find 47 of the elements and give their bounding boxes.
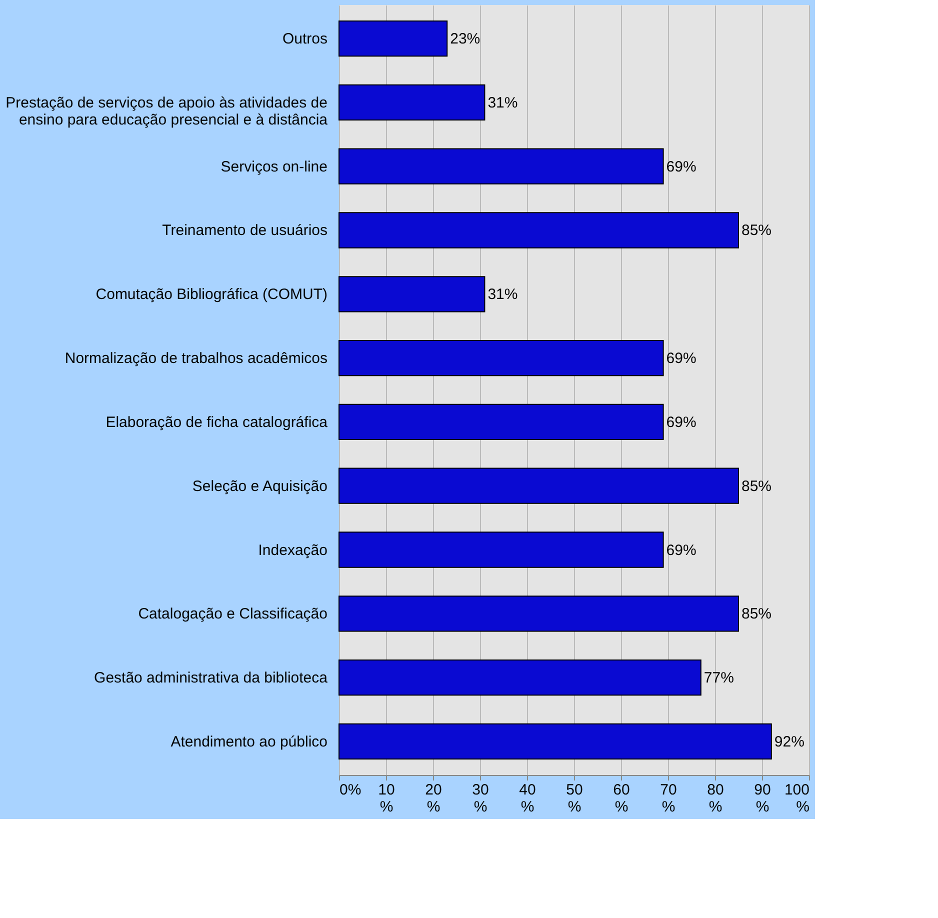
x-tick-label: 10%	[378, 782, 395, 816]
data-label: 69%	[666, 350, 696, 368]
bar	[338, 532, 664, 568]
bar	[338, 340, 664, 376]
bar	[338, 84, 486, 121]
x-tick-label: 70%	[660, 782, 677, 816]
data-label: 31%	[488, 94, 518, 112]
data-label: 85%	[742, 478, 772, 495]
y-tick-label: Normalização de trabalhos acadêmicos	[64, 350, 328, 368]
data-label: 69%	[666, 542, 696, 559]
x-tick-label: 0%	[340, 782, 362, 798]
y-tick-label: Atendimento ao público	[170, 733, 328, 750]
bar	[338, 148, 664, 184]
data-label: 31%	[488, 286, 518, 304]
x-tick-label: 80%	[707, 782, 724, 816]
y-tick-label: Seleção e Aquisição	[192, 478, 328, 495]
data-label: 69%	[666, 414, 696, 431]
bar	[338, 596, 739, 632]
bar	[338, 468, 739, 504]
bar	[338, 404, 664, 440]
y-tick-label: Catalogação e Classificação	[138, 606, 328, 623]
data-label: 85%	[742, 222, 772, 240]
data-label: 77%	[704, 670, 734, 687]
x-tick-label: 50%	[566, 782, 583, 816]
bar	[338, 212, 739, 248]
data-label: 92%	[774, 733, 804, 750]
y-tick-label: Indexação	[258, 542, 328, 559]
y-tick-label: Comutação Bibliográfica (COMUT)	[96, 286, 328, 304]
y-tick-label: Treinamento de usuários	[162, 222, 328, 240]
y-tick-label: Elaboração de ficha catalográfica	[106, 414, 328, 431]
bar	[338, 276, 486, 312]
y-tick-label: Outros	[282, 30, 328, 48]
x-tick-label: 90%	[754, 782, 771, 816]
x-tick-label: 60%	[613, 782, 630, 816]
y-tick-label: Gestão administrativa da biblioteca	[94, 670, 328, 687]
x-tick-label: 20%	[425, 782, 442, 816]
x-tick-label: 100%	[784, 782, 810, 816]
bar	[338, 723, 772, 760]
bar	[338, 659, 702, 696]
data-label: 85%	[742, 606, 772, 623]
y-tick-label: Serviços on-line	[220, 158, 328, 176]
data-label: 69%	[666, 158, 696, 176]
bar	[338, 20, 448, 57]
data-label: 23%	[450, 30, 480, 48]
x-tick-label: 40%	[519, 782, 536, 816]
y-tick-label: Prestação de serviços de apoio às atividades de ensino para educação presencial e à distância	[6, 94, 328, 128]
x-tick-label: 30%	[472, 782, 489, 816]
